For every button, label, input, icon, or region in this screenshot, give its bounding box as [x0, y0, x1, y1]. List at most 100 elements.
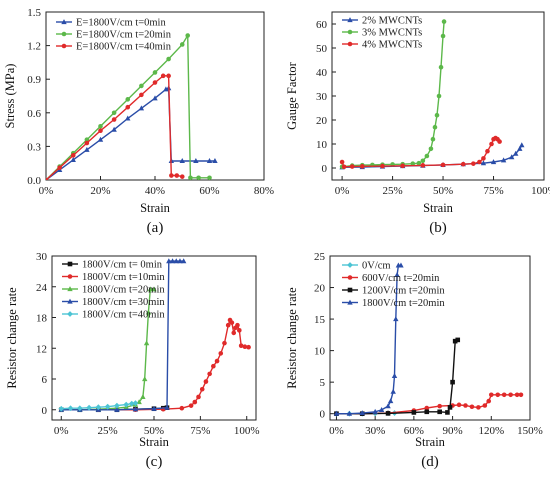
panel-a-series-2-point — [98, 128, 103, 134]
panel-c-series-1-point — [235, 322, 240, 328]
panel-b-series-2-point — [481, 156, 486, 161]
panel-b-series-0-point — [513, 150, 519, 156]
panel-b-ytick-label: 20 — [316, 115, 328, 127]
panel-a-series-1-point — [185, 33, 190, 38]
panel-a-xtick-label: 20% — [90, 185, 110, 197]
panel-c-series-2-point — [143, 340, 150, 346]
panel-d-ytick-label: 5 — [320, 377, 326, 389]
panel-c-series-1-point — [218, 351, 224, 356]
panel-d-series-1-point — [482, 403, 488, 408]
panel-d-xtick-label: 150% — [517, 425, 543, 437]
panel-c-legend-entry: 1800V/cm t=30min — [82, 297, 165, 308]
panel-c-ytick-label: 12 — [36, 343, 47, 355]
panel-a-series-1-point — [196, 175, 201, 180]
panel-d-series-2-point — [445, 410, 450, 415]
panel-c-series-3-point — [169, 258, 176, 264]
panel-a: Stress (MPa) Strain (a) 0% 20% 40% 60% 80% 0.… — [3, 7, 274, 236]
panel-b-series-2-point — [477, 159, 482, 165]
panel-b-series-2-point — [400, 163, 405, 169]
panel-b-xtick-label: 50% — [433, 185, 453, 197]
panel-b-series-1-point — [428, 146, 434, 152]
panel-a-series-1-point — [152, 70, 158, 75]
panel-c-series-2-point — [140, 394, 146, 400]
panel-b-series-0-point — [517, 145, 523, 151]
panel-b-series-2-point — [471, 161, 476, 166]
panel-b-series-1-point — [416, 160, 422, 166]
panel-b-series-1-point — [432, 124, 438, 130]
panel-d-legend-entry: 0V/cm — [362, 261, 391, 272]
panel-c-series-1-point — [199, 386, 205, 392]
panel-d-legend-entry: 600V/cm t=20min — [362, 273, 440, 284]
panel-a-legend-entry: E=1800V/cm t=20min — [76, 30, 172, 41]
panel-c-legend-marker — [67, 274, 73, 279]
panel-c-series-3-point — [173, 258, 179, 264]
panel-a-label: (a) — [147, 220, 164, 236]
panel-b-xtick-label: 25% — [382, 185, 402, 197]
panel-c-series-1-point — [207, 371, 212, 377]
panel-b-series-1-point — [424, 153, 430, 159]
panel-c-ytick-label: 24 — [36, 282, 48, 294]
panel-c-series-1-point — [196, 394, 201, 400]
panel-d-legend-marker — [347, 287, 353, 293]
panel-c-series-1-point — [222, 340, 227, 346]
panel-c-series-3-line — [61, 260, 184, 411]
panel-a-series-0-point — [138, 105, 145, 111]
panel-c-ytick-label: 30 — [36, 251, 48, 263]
panel-c-xtick-label: 0% — [54, 425, 69, 437]
panel-c-series-4-point — [58, 405, 65, 412]
panel-d-ytick-label: 20 — [314, 283, 326, 295]
panel-d-xtick-label: 30% — [365, 425, 385, 437]
panel-b-legend-entry: 4% MWCNTs — [362, 40, 422, 51]
panel-b-ytick-label: 10 — [316, 139, 328, 151]
panel-c-series-1-point — [192, 399, 198, 405]
panel-b-label: (b) — [429, 220, 447, 236]
panel-c-series-1-point — [242, 344, 248, 350]
panel-b-series-0-point — [500, 157, 507, 163]
panel-c-series-4-point — [114, 402, 120, 409]
panel-b-legend-entry: 3% MWCNTs — [362, 28, 422, 39]
panel-d-series-1-point — [514, 392, 520, 398]
panel-c-series-1-point — [229, 320, 235, 325]
panel-b-ylabel: Gauge Factor — [285, 61, 299, 130]
panel-a-series-2-point — [70, 153, 76, 158]
panel-c-series-1-point — [246, 344, 251, 350]
panel-a-series-2-point — [139, 92, 144, 98]
panel-a-legend-marker — [61, 31, 67, 37]
panel-c-plot-area — [58, 258, 251, 413]
panel-d-ylabel: Resistor change rate — [285, 287, 299, 389]
panel-d: Resistor change rate Strain (d) 0% 30% 60%… — [285, 251, 543, 470]
panel-d-series-3-point — [393, 316, 399, 322]
panel-b-xlabel: Strain — [423, 201, 454, 215]
panel-c-series-1-point — [211, 363, 216, 369]
panel-d-xtick-label: 90% — [442, 425, 462, 437]
panel-b-ytick-label: 30 — [316, 91, 328, 103]
panel-a-series-0-point — [125, 115, 131, 121]
panel-a-ytick-label: 0.9 — [27, 74, 41, 86]
panel-d-series-3-point — [394, 272, 400, 278]
panel-a-series-0-point — [179, 158, 185, 164]
panel-b-legend-marker — [347, 29, 353, 35]
panel-b-ytick-label: 40 — [316, 67, 328, 79]
panel-d-series-1-point — [501, 392, 507, 398]
panel-b-series-1-point — [430, 136, 436, 142]
panel-b-series-0-point — [480, 160, 487, 166]
panel-c-series-3-point — [164, 404, 170, 410]
panel-a-ylabel: Stress (MPa) — [3, 64, 17, 129]
panel-d-series-2-line — [336, 339, 459, 415]
panel-b-series-0-point — [508, 154, 515, 160]
panel-c-series-2-point — [145, 309, 152, 315]
panel-b-series-0-point — [490, 159, 497, 165]
panel-b-xtick-label: 0% — [335, 185, 350, 197]
panel-d-series-1-point — [424, 405, 430, 411]
panel-d-legend-entry: 1200V/cm t=20min — [362, 286, 445, 297]
panel-c-series-1-point — [238, 343, 244, 348]
panel-c-series-3-point — [180, 258, 187, 264]
panel-d-series-1-point — [437, 403, 442, 409]
panel-a-series-0-point — [193, 158, 199, 164]
panel-d-legend-marker — [347, 275, 353, 280]
panel-a-ytick-label: 1.2 — [27, 41, 41, 53]
panel-c: Resistor change rate Strain (c) 0% 25% 50%… — [5, 251, 260, 470]
panel-d-xtick-label: 120% — [478, 425, 504, 437]
panel-d-series-3-point — [372, 408, 378, 414]
